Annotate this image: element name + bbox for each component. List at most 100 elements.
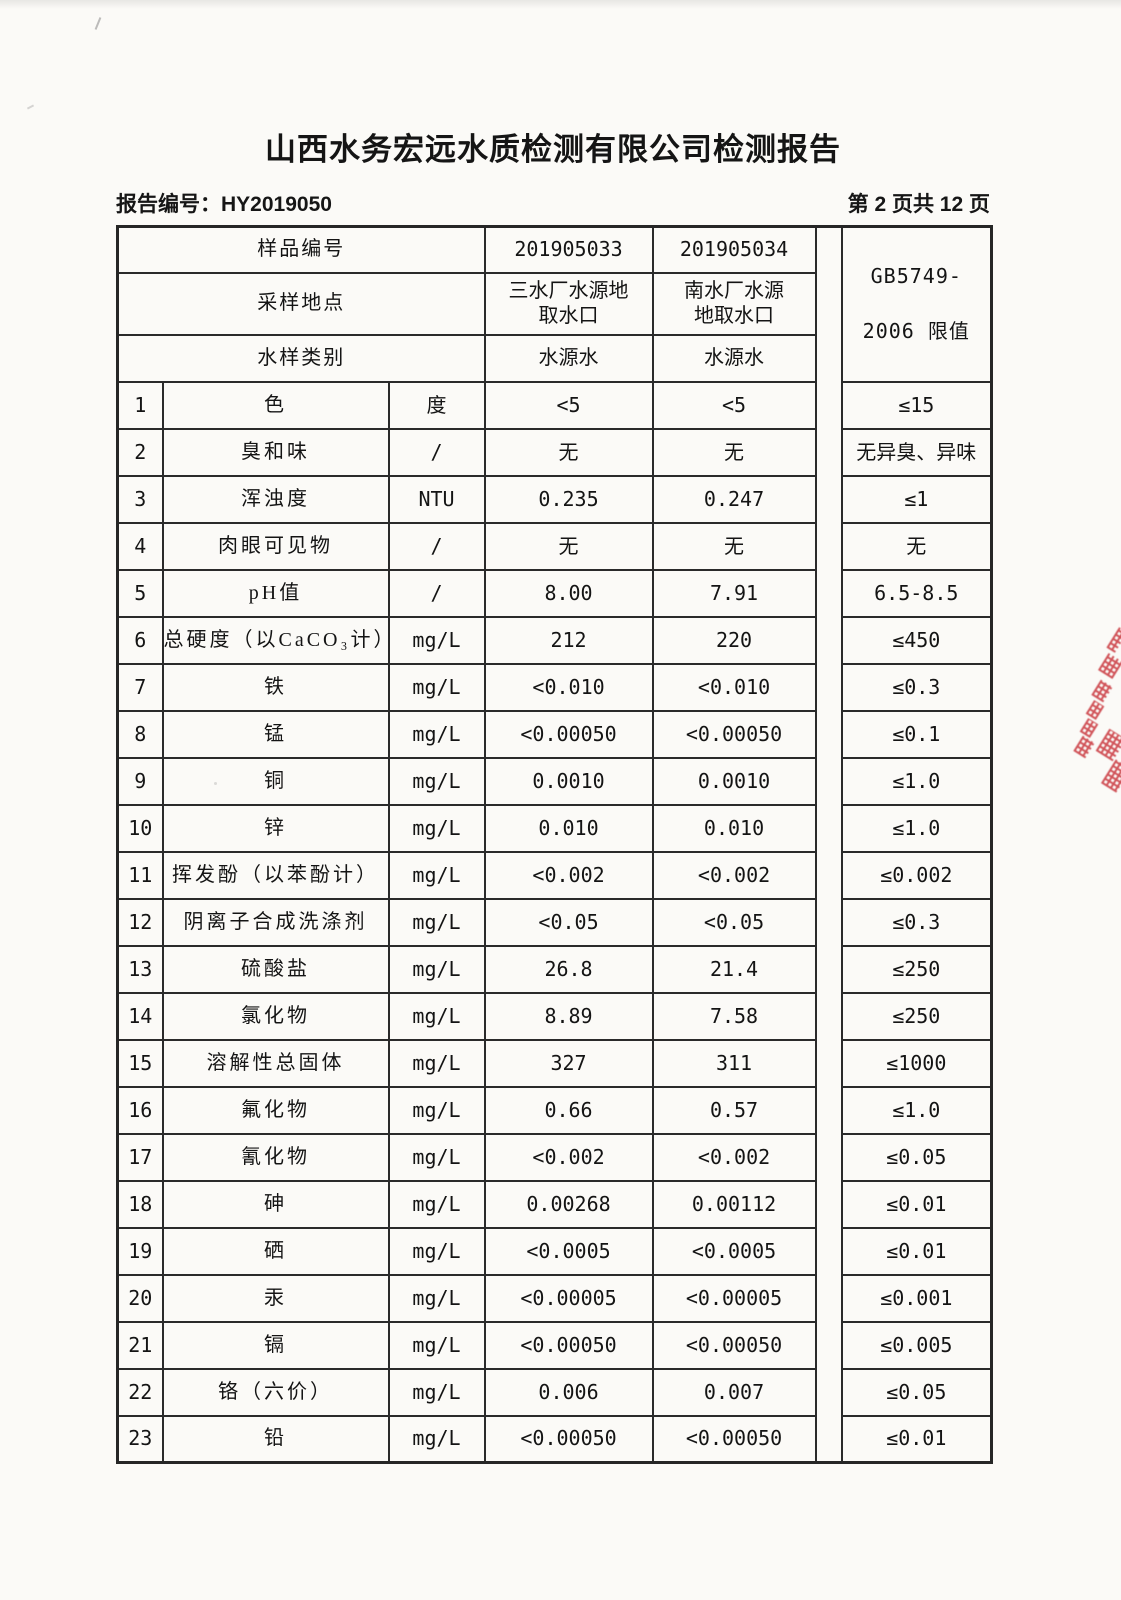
sample1-value: 0.66 xyxy=(483,1085,654,1135)
row-number: 8 xyxy=(116,709,164,759)
limit-value: ≤1.0 xyxy=(840,1085,993,1135)
sample1-value: 0.00268 xyxy=(483,1179,654,1229)
seal-mark xyxy=(1095,728,1121,762)
limit-header-line1: GB5749- xyxy=(870,264,962,289)
parameter-unit: mg/L xyxy=(387,991,486,1041)
parameter-name: 浑浊度 xyxy=(161,474,390,524)
row-number: 11 xyxy=(116,850,164,900)
sample2-value: 220 xyxy=(651,615,817,665)
report-number: 报告编号：HY2019050 xyxy=(116,188,332,218)
parameter-unit: mg/L xyxy=(387,1038,486,1088)
table-row: 16 氟化物 mg/L 0.66 0.57 ≤1.0 xyxy=(116,1085,993,1135)
limit-value: ≤0.005 xyxy=(840,1320,993,1370)
results-table: 样品编号 201905033 201905034 GB5749- 2006 限值… xyxy=(116,225,994,1464)
header-row-type: 水样类别 水源水 水源水 xyxy=(116,333,992,383)
sample1-value: <0.002 xyxy=(483,1132,654,1182)
sample1-value: 8.00 xyxy=(483,568,654,618)
sample1-value: <0.0005 xyxy=(483,1226,654,1276)
parameter-name: 色 xyxy=(161,380,390,430)
parameter-name: 铅 xyxy=(161,1414,390,1464)
scan-artifact xyxy=(94,17,102,30)
table-row: 21 镉 mg/L <0.00050 <0.00050 ≤0.005 xyxy=(116,1320,993,1370)
parameter-unit: mg/L xyxy=(387,709,486,759)
parameter-unit: mg/L xyxy=(387,1320,486,1370)
sample1-value: 212 xyxy=(483,615,654,665)
parameter-name: 阴离子合成洗涤剂 xyxy=(161,897,390,947)
parameter-name: 汞 xyxy=(161,1273,390,1323)
parameter-name: 氰化物 xyxy=(161,1132,390,1182)
table-row: 1 色 度 <5 <5 ≤15 xyxy=(116,380,993,430)
limit-value: ≤0.1 xyxy=(840,709,993,759)
parameter-unit: mg/L xyxy=(387,1179,486,1229)
parameter-name: 氯化物 xyxy=(161,991,390,1041)
sample2-value: <0.0005 xyxy=(651,1226,817,1276)
row-number: 18 xyxy=(116,1179,164,1229)
row-number: 9 xyxy=(116,756,164,806)
sample1-value: <0.002 xyxy=(483,850,654,900)
sample2-value: 0.010 xyxy=(651,803,817,853)
page-indicator: 第 2 页共 12 页 xyxy=(847,193,990,216)
limit-value: ≤1.0 xyxy=(840,803,993,853)
parameter-unit: mg/L xyxy=(387,662,486,712)
page-title: 山西水务宏远水质检测有限公司检测报告 xyxy=(265,132,841,167)
row-number: 16 xyxy=(116,1085,164,1135)
sample2-value: 7.58 xyxy=(651,991,817,1041)
row-number: 22 xyxy=(116,1367,164,1417)
parameter-unit: mg/L xyxy=(387,944,486,994)
type-label: 水样类别 xyxy=(116,333,486,383)
limit-value: ≤0.05 xyxy=(840,1132,993,1182)
sample2-value: <0.00005 xyxy=(651,1273,817,1323)
parameter-unit: / xyxy=(387,521,486,571)
red-seal-fragment xyxy=(1070,620,1121,805)
limit-value: ≤250 xyxy=(840,944,993,994)
row-number: 12 xyxy=(116,897,164,947)
table-row: 12 阴离子合成洗涤剂 mg/L <0.05 <0.05 ≤0.3 xyxy=(116,897,993,947)
sample2-value: <0.05 xyxy=(651,897,817,947)
table-row: 19 硒 mg/L <0.0005 <0.0005 ≤0.01 xyxy=(116,1226,993,1276)
limit-value: ≤250 xyxy=(840,991,993,1041)
sample2-value: 0.57 xyxy=(651,1085,817,1135)
parameter-unit: mg/L xyxy=(387,850,486,900)
sample2-value: 无 xyxy=(651,427,817,477)
limit-value: ≤0.01 xyxy=(840,1226,993,1276)
table-body: 样品编号 201905033 201905034 GB5749- 2006 限值… xyxy=(116,225,993,1464)
table-row: 22 铬（六价） mg/L 0.006 0.007 ≤0.05 xyxy=(116,1367,993,1417)
row-number: 7 xyxy=(116,662,164,712)
type-1: 水源水 xyxy=(483,333,654,383)
limit-value: ≤450 xyxy=(840,615,993,665)
sample1-value: 0.006 xyxy=(483,1367,654,1417)
row-number: 13 xyxy=(116,944,164,994)
limit-value: 无 xyxy=(840,521,993,571)
sample-no-label: 样品编号 xyxy=(116,225,486,274)
row-number: 20 xyxy=(116,1273,164,1323)
table-row: 11 挥发酚（以苯酚计） mg/L <0.002 <0.002 ≤0.002 xyxy=(116,850,993,900)
sample2-value: 0.00112 xyxy=(651,1179,817,1229)
sample2-value: 0.007 xyxy=(651,1367,817,1417)
scan-edge-shadow xyxy=(0,0,1121,9)
table-row: 4 肉眼可见物 / 无 无 无 xyxy=(116,521,993,571)
location-label: 采样地点 xyxy=(116,271,486,336)
table-row: 7 铁 mg/L <0.010 <0.010 ≤0.3 xyxy=(116,662,993,712)
limit-value: ≤0.3 xyxy=(840,662,993,712)
limit-value: ≤0.002 xyxy=(840,850,993,900)
limit-value: ≤0.01 xyxy=(840,1414,993,1464)
sample1-value: <0.05 xyxy=(483,897,654,947)
parameter-name: 锰 xyxy=(161,709,390,759)
sample1-value: <0.00050 xyxy=(483,1320,654,1370)
seal-mark xyxy=(1073,735,1095,759)
sample2-value: 7.91 xyxy=(651,568,817,618)
sample-no-1: 201905033 xyxy=(483,225,654,274)
row-number: 2 xyxy=(116,427,164,477)
sample1-value: <0.00050 xyxy=(483,709,654,759)
parameter-unit: mg/L xyxy=(387,1273,486,1323)
sample1-value: <0.010 xyxy=(483,662,654,712)
seal-mark xyxy=(1085,700,1105,720)
limit-value: ≤0.05 xyxy=(840,1367,993,1417)
limit-value: ≤1.0 xyxy=(840,756,993,806)
limit-value: ≤1 xyxy=(840,474,993,524)
limit-value: 无异臭、异味 xyxy=(840,427,993,477)
parameter-name: 溶解性总固体 xyxy=(161,1038,390,1088)
parameter-name: 臭和味 xyxy=(161,427,390,477)
sample1-value: 0.0010 xyxy=(483,756,654,806)
location-1: 三水厂水源地 取水口 xyxy=(483,271,654,336)
